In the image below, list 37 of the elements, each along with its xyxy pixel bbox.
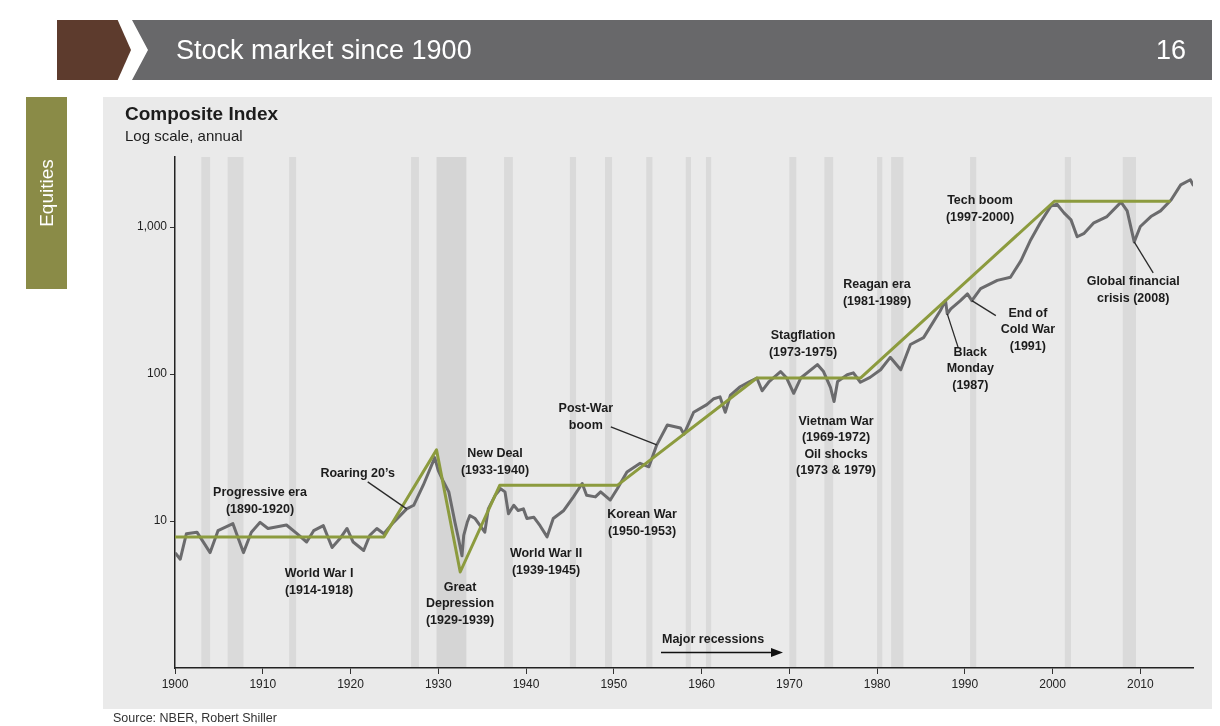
x-tick-label: 1900	[161, 676, 189, 691]
y-tick-label: 1,000	[136, 219, 168, 234]
x-tick-label: 1950	[600, 676, 628, 691]
annotation: Roaring 20’s	[320, 466, 396, 481]
annotation: End of Cold War (1991)	[1000, 305, 1056, 353]
x-tick-label: 1960	[688, 676, 716, 691]
annotation: Korean War (1950-1953)	[607, 507, 677, 538]
annotation: Stagflation (1973-1975)	[768, 328, 838, 359]
y-tick-label: 100	[146, 366, 168, 381]
annotation: Reagan era (1981-1989)	[842, 277, 912, 308]
annotation: Progressive era (1890-1920)	[213, 485, 308, 516]
annotation: World War II (1939-1945)	[509, 546, 583, 577]
annotation: Great Depression (1929-1939)	[425, 579, 495, 627]
annotation: New Deal (1933-1940)	[460, 446, 530, 477]
source-note: Source: NBER, Robert Shiller	[113, 711, 277, 725]
annotation: Post-War boom	[558, 401, 614, 432]
annotation: Global financial crisis (2008)	[1086, 274, 1180, 305]
y-tick-label: 10	[153, 513, 168, 528]
x-tick-label: 1990	[951, 676, 979, 691]
text: Log scale, annual	[125, 127, 243, 145]
x-tick-label: 1920	[337, 676, 365, 691]
x-tick-label: 1970	[775, 676, 803, 691]
annotation: Vietnam War (1969-1972) Oil shocks (1973 & 1979)	[796, 413, 876, 478]
x-tick-label: 1910	[249, 676, 277, 691]
text: Equities	[35, 159, 58, 227]
annotation: World War I (1914-1918)	[284, 566, 354, 597]
chart-subtitle: Composite Index	[125, 103, 279, 125]
x-tick-label: 1980	[863, 676, 891, 691]
annotation: Tech boom (1997-2000)	[945, 193, 1015, 224]
annotation: Major recessions	[662, 632, 765, 647]
x-tick-label: 1930	[424, 676, 452, 691]
x-tick-label: 2010	[1126, 676, 1155, 691]
annotation: Black Monday (1987)	[946, 344, 994, 392]
x-tick-label: 2000	[1039, 676, 1067, 691]
text: 16	[1155, 35, 1186, 65]
chart-title: Stock market since 1900	[176, 35, 472, 65]
x-tick-label: 1940	[512, 676, 540, 691]
